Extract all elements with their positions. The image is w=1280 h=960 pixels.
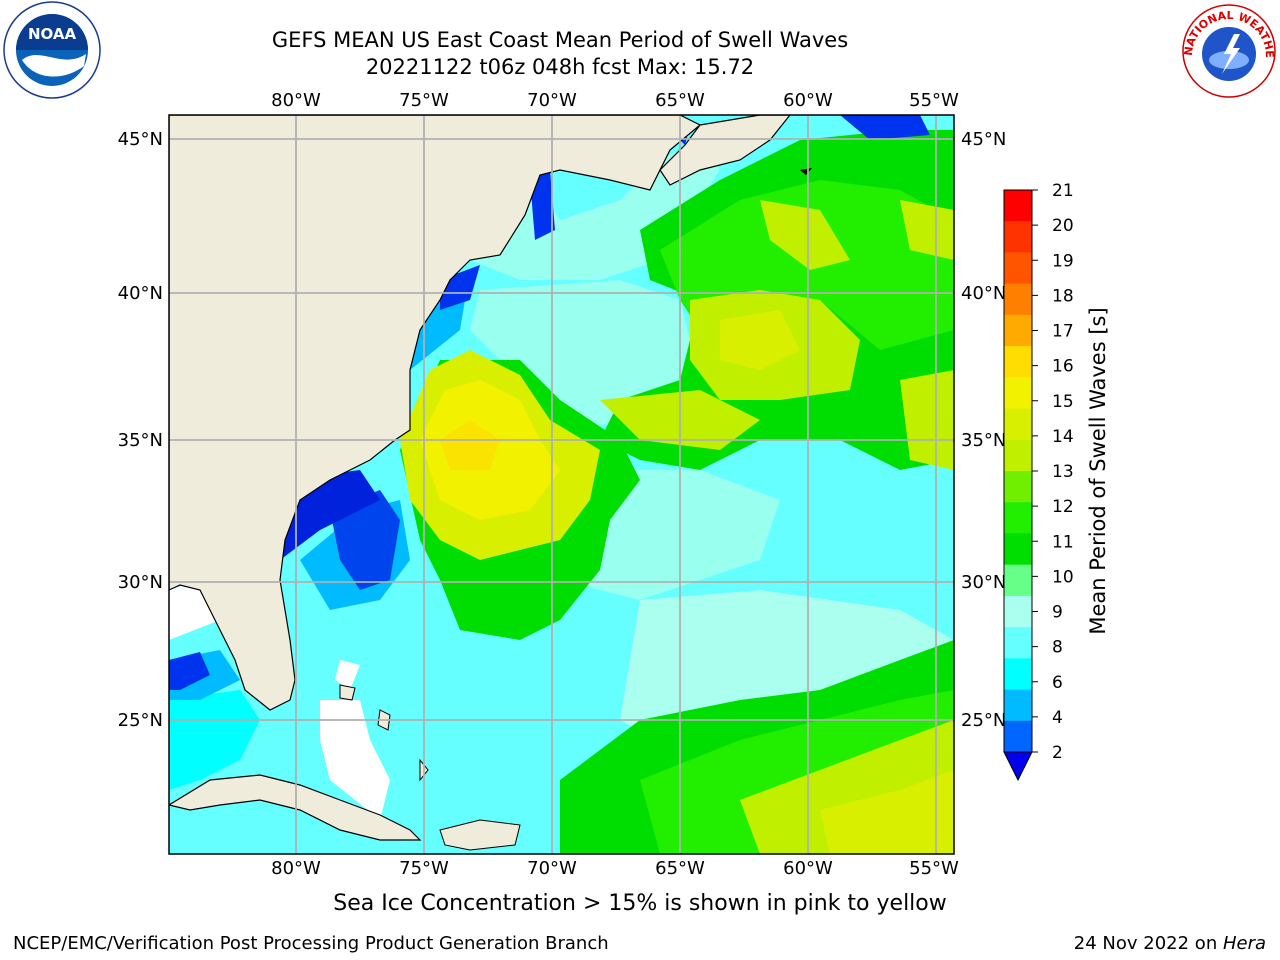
lat-label: 25°N [118,710,163,731]
colorbar-tick-label: 17 [1052,322,1074,342]
colorbar-swatch [1004,627,1032,659]
colorbar-tick-label: 20 [1052,216,1074,236]
lat-label: 35°N [118,430,163,451]
footer-credit: NCEP/EMC/Verification Post Processing Pr… [13,933,609,954]
colorbar-swatch [1004,439,1032,472]
colorbar-tick-label: 14 [1052,427,1074,447]
colorbar-swatch [1004,314,1032,347]
lat-label: 30°N [118,572,163,593]
colorbar-swatch [1004,689,1032,722]
lat-label: 45°N [118,129,163,150]
footer-host: Hera [1222,933,1266,954]
lat-label: 40°N [118,283,163,304]
colorbar: 21 20 19 18 17 16 15 14 13 12 11 10 9 8 6 4 2 [1003,181,1074,782]
colorbar-swatch [1004,502,1032,534]
lon-label: 75°W [399,90,449,111]
colorbar-tick-label: 21 [1052,181,1074,201]
colorbar-swatch [1004,533,1032,566]
colorbar-swatch [1004,564,1032,597]
colorbar-tick-label: 12 [1052,497,1074,517]
nws-logo-icon: NATIONAL WEATHER SERVICE [1174,0,1280,106]
colorbar-tick-label: 2 [1052,743,1063,763]
colorbar-swatch [1004,221,1032,253]
svg-text:NOAA: NOAA [28,25,77,43]
lon-label: 80°W [271,90,321,111]
colorbar-tick-label: 4 [1052,708,1063,728]
colorbar-tick-label: 10 [1052,567,1074,587]
lon-label: 55°W [909,90,959,111]
lon-labels-top: 80°W 75°W 70°W 65°W 60°W 55°W [271,90,959,111]
colorbar-swatch [1004,595,1032,628]
lat-label: 45°N [961,129,1006,150]
colorbar-swatch [1004,377,1032,410]
lat-labels-right: 45°N 40°N 35°N 30°N 25°N [961,129,1006,731]
colorbar-swatch [1004,408,1032,441]
lat-labels-left: 45°N 40°N 35°N 30°N 25°N [118,129,163,731]
lat-label: 25°N [961,710,1006,731]
lat-label: 30°N [961,572,1006,593]
map-title: GEFS MEAN US East Coast Mean Period of S… [271,28,849,52]
colorbar-extend-arrow [1003,751,1033,782]
colorbar-tick-label: 8 [1052,638,1063,658]
colorbar-tick-label: 13 [1052,462,1074,482]
footer-date-text: 24 Nov 2022 on [1073,933,1223,954]
swell-period-field [169,115,954,854]
land-areas [169,115,812,851]
colorbar-swatch [1004,190,1032,222]
lon-label: 80°W [271,858,321,879]
sea-ice-note: Sea Ice Concentration > 15% is shown in … [333,891,947,916]
colorbar-swatch [1004,471,1032,503]
lat-label: 40°N [961,283,1006,304]
colorbar-tick-label: 16 [1052,357,1074,377]
noaa-logo-icon: NOAA [0,0,104,108]
lon-labels-bottom: 80°W 75°W 70°W 65°W 60°W 55°W [271,858,959,879]
lon-label: 55°W [909,858,959,879]
colorbar-swatch [1004,658,1032,691]
colorbar-swatch [1004,346,1032,378]
colorbar-label: Mean Period of Swell Waves [s] [1086,307,1110,634]
colorbar-tick-label: 9 [1052,603,1063,623]
colorbar-tick-label: 6 [1052,673,1063,693]
colorbar-tick-label: 15 [1052,392,1074,412]
lon-label: 70°W [527,90,577,111]
lat-label: 35°N [961,430,1006,451]
forecast-subtitle: 20221122 t06z 048h fcst Max: 15.72 [365,55,755,79]
map-frame [168,114,955,855]
colorbar-tick-label: 18 [1052,286,1074,306]
colorbar-tick-label: 11 [1052,532,1074,552]
lon-label: 60°W [783,858,833,879]
lon-label: 70°W [527,858,577,879]
lon-label: 60°W [783,90,833,111]
colorbar-swatch [1004,720,1032,753]
colorbar-swatch [1004,252,1032,285]
colorbar-swatch [1004,283,1032,316]
lon-label: 65°W [655,858,705,879]
footer-date: 24 Nov 2022 on Hera [1074,933,1266,954]
colorbar-tick-label: 19 [1052,251,1074,271]
graticule [169,115,954,854]
lon-label: 75°W [399,858,449,879]
lon-label: 65°W [655,90,705,111]
